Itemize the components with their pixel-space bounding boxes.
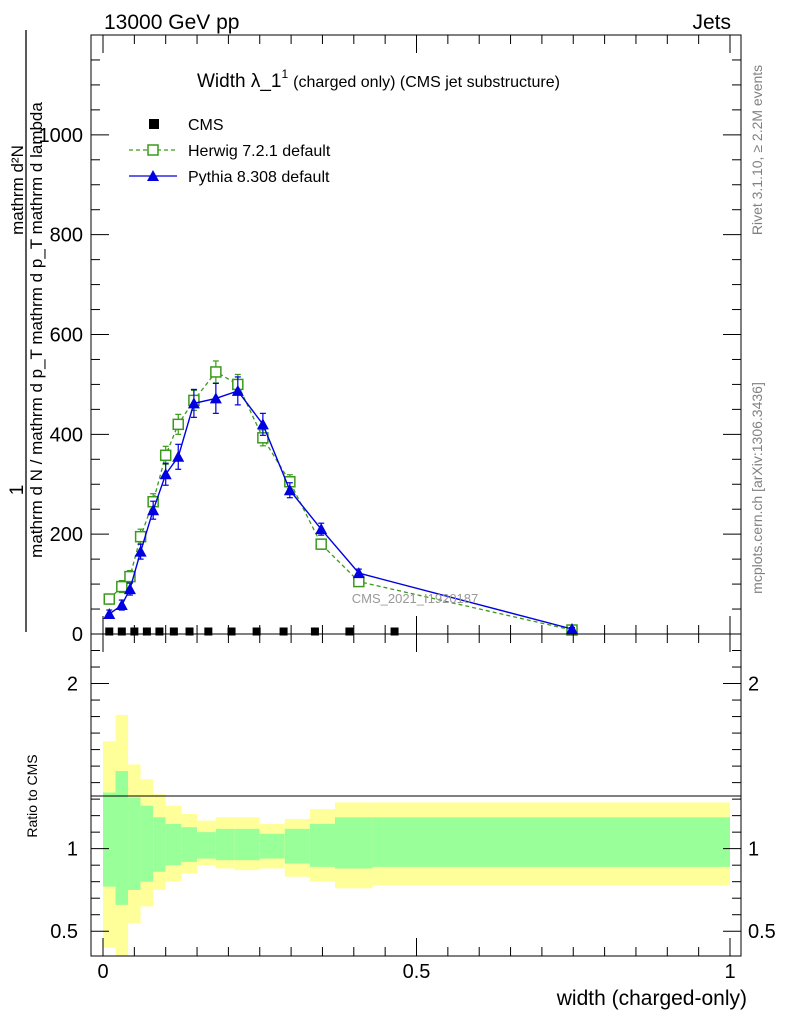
pythia-point [187,397,200,409]
ratio-inner-band [197,832,216,859]
legend: CMS Herwig 7.2.1 default Pythia 8.308 de… [129,117,331,186]
ratio-y-tick-label-left: 0.5 [50,921,78,943]
y-tick-label: 0 [72,624,83,646]
ratio-inner-band [234,828,260,861]
legend-pythia-label: Pythia 8.308 default [188,169,330,186]
plot-title-tail: (charged only) (CMS jet substructure) [293,74,560,91]
herwig-point [210,366,222,378]
y-tick-label: 1000 [39,125,84,147]
plot-title: Width λ_11 (charged only) (CMS jet substr… [197,67,560,92]
ratio-inner-band [334,817,373,869]
pythia-point [565,623,578,635]
pythia-point [159,468,172,480]
ratio-inner-band [284,828,310,864]
cms-point [345,627,354,636]
legend-cms-label: CMS [188,117,224,134]
y-label-num2: mathrm d²N [8,145,27,235]
cms-point [227,627,236,636]
pythia-point [209,392,222,404]
pythia-point [256,418,269,430]
herwig-point [103,593,116,605]
x-axis-label: width (charged-only) [556,987,747,1010]
legend-herwig-label: Herwig 7.2.1 default [188,143,331,160]
herwig-line [108,371,573,631]
herwig-point [315,538,327,550]
pythia-point [123,583,136,595]
ratio-y-tick-label-left: 2 [67,674,78,696]
pythia-point [147,504,160,516]
ratio-inner-band [165,823,182,866]
ratio-inner-band [181,827,198,862]
x-tick-label: 0.5 [403,961,431,983]
y-tick-label: 600 [50,325,83,347]
cms-point [252,627,261,636]
header-right: Jets [692,11,731,34]
mcplots-label: mcplots.cern.ch [arXiv:1306.3436] [749,382,765,594]
cms-point [130,627,139,636]
y-label-num: 1 [7,485,28,496]
ratio-inner-band [153,817,166,872]
pythia-point [315,523,328,535]
pythia-point [352,567,365,579]
y-axis-label: 1 mathrm d N / mathrm d p_T mathrm d p_T… [7,30,46,632]
cms-point [204,627,213,636]
herwig-point [159,449,172,462]
cms-point [185,627,194,636]
ratio-inner-band [103,792,116,887]
pythia-point [283,484,296,496]
cms-point [279,627,288,636]
y-label-den: mathrm d N / mathrm d p_T mathrm d p_T m… [27,102,46,558]
plot-title-sup: 1 [281,67,288,81]
ratio-inner-band [115,771,129,905]
main-panel: 0 200 400 600 800 1000 CMS_2021_I1920187 Widt… [7,30,742,646]
cms-point [117,627,126,636]
legend-cms-marker [149,119,159,129]
ratio-inner-band [215,828,235,861]
ratio-frame [90,633,742,957]
ratio-inner-band [128,797,141,890]
cms-point [169,627,178,636]
ratio-panel: 0.5 0.5 1 1 2 2 0 0.5 1 Ratio to CMS width (char… [24,633,776,1010]
pythia-point [134,545,147,557]
herwig-point [124,570,136,583]
cms-point [142,627,151,636]
ratio-inner-band [309,823,335,867]
ratio-inner-band [259,833,285,859]
y-tick-label: 400 [50,424,83,446]
y-tick-label: 200 [50,524,83,546]
ratio-y-tick-label-left: 1 [67,839,78,861]
rivet-label: Rivet 3.1.10, ≥ 2.2M events [749,65,765,235]
x-tick-label: 0 [97,961,108,983]
header-left: 13000 GeV pp [104,11,239,34]
ratio-y-tick-label-right: 1 [748,839,759,861]
plot-title-main: Width λ_1 [197,71,281,92]
cms-point [155,627,164,636]
pythia-point [231,384,244,396]
ratio-inner-band [140,805,154,882]
watermark: CMS_2021_I1920187 [352,591,479,606]
ratio-y-tick-label-right: 0.5 [748,921,776,943]
herwig-point [116,580,128,593]
pythia-point [172,450,185,462]
cms-point [105,627,114,636]
cms-point [390,627,399,636]
ratio-ylabel: Ratio to CMS [24,754,40,837]
cms-point [310,627,319,636]
herwig-point [172,418,184,431]
ratio-inner-band [372,817,730,867]
ratio-y-tick-label-right: 2 [748,674,759,696]
x-tick-label: 1 [724,961,735,983]
pythia-point [103,608,116,620]
y-tick-label: 800 [50,225,83,247]
legend-pythia-marker [147,170,159,181]
legend-herwig-marker [147,144,159,156]
pythia-point [115,599,128,611]
